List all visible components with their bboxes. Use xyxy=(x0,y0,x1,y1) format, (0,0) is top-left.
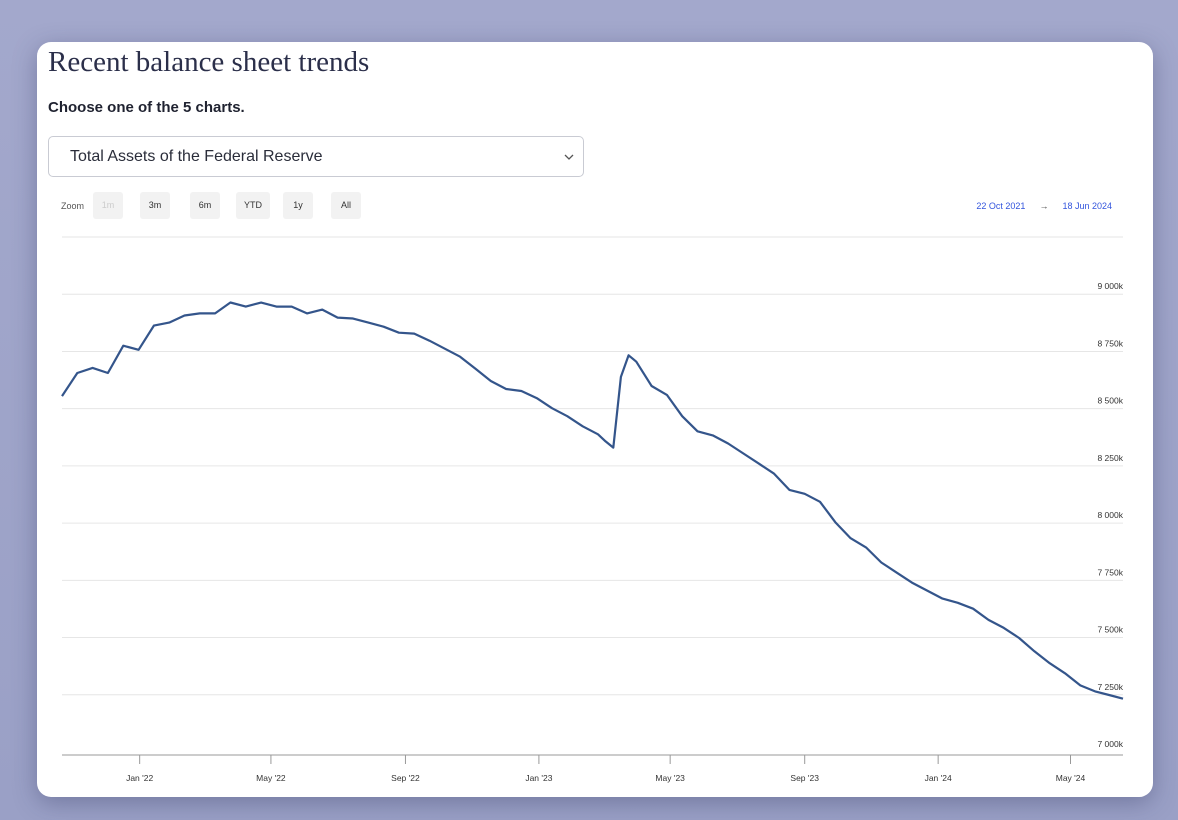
x-tick-label: May '23 xyxy=(655,773,685,783)
range-arrow: → xyxy=(1039,201,1049,211)
y-tick-label: 8 500k xyxy=(1097,396,1123,406)
y-tick-label: 7 500k xyxy=(1097,625,1123,635)
zoom-button: 1m xyxy=(93,192,123,219)
card: Recent balance sheet trends Choose one o… xyxy=(37,42,1153,797)
y-tick-label: 8 000k xyxy=(1097,510,1123,520)
subtitle: Choose one of the 5 charts. xyxy=(48,99,245,116)
y-tick-label: 7 250k xyxy=(1097,682,1123,692)
zoom-button[interactable]: 6m xyxy=(190,192,220,219)
x-tick-label: May '24 xyxy=(1056,773,1086,783)
select-value: Total Assets of the Federal Reserve xyxy=(70,148,323,165)
x-tick-label: May '22 xyxy=(256,773,286,783)
x-tick-label: Jan '22 xyxy=(126,773,153,783)
range-to[interactable]: 18 Jun 2024 xyxy=(1062,201,1112,211)
y-tick-label: 8 250k xyxy=(1097,453,1123,463)
zoom-button[interactable]: 1y xyxy=(283,192,313,219)
zoom-button[interactable]: 3m xyxy=(140,192,170,219)
series-line xyxy=(61,301,1124,700)
y-tick-label: 7 000k xyxy=(1097,739,1123,749)
chevron xyxy=(564,154,574,160)
chart: 7 000k 7 250k 7 500k 7 750k 8 000k 8 250k 8 50… xyxy=(61,236,1124,783)
zoom-button[interactable]: All xyxy=(331,192,361,219)
x-tick-label: Sep '22 xyxy=(391,773,420,783)
y-tick-label: 8 750k xyxy=(1097,338,1123,348)
range-from[interactable]: 22 Oct 2021 xyxy=(976,201,1026,211)
y-tick-label: 9 000k xyxy=(1097,281,1123,291)
chart-select[interactable]: Total Assets of the Federal Reserve xyxy=(48,136,584,177)
y-tick-label: 7 750k xyxy=(1097,567,1123,577)
x-tick-label: Jan '24 xyxy=(925,773,952,783)
page-title: Recent balance sheet trends xyxy=(48,46,370,78)
date-range: 22 Oct 2021 → 18 Jun 2024 xyxy=(971,201,1117,211)
zoom-button[interactable]: YTD xyxy=(236,192,270,219)
x-tick-label: Jan '23 xyxy=(525,773,552,783)
zoom-label: Zoom xyxy=(61,201,85,211)
x-tick-label: Sep '23 xyxy=(790,773,819,783)
